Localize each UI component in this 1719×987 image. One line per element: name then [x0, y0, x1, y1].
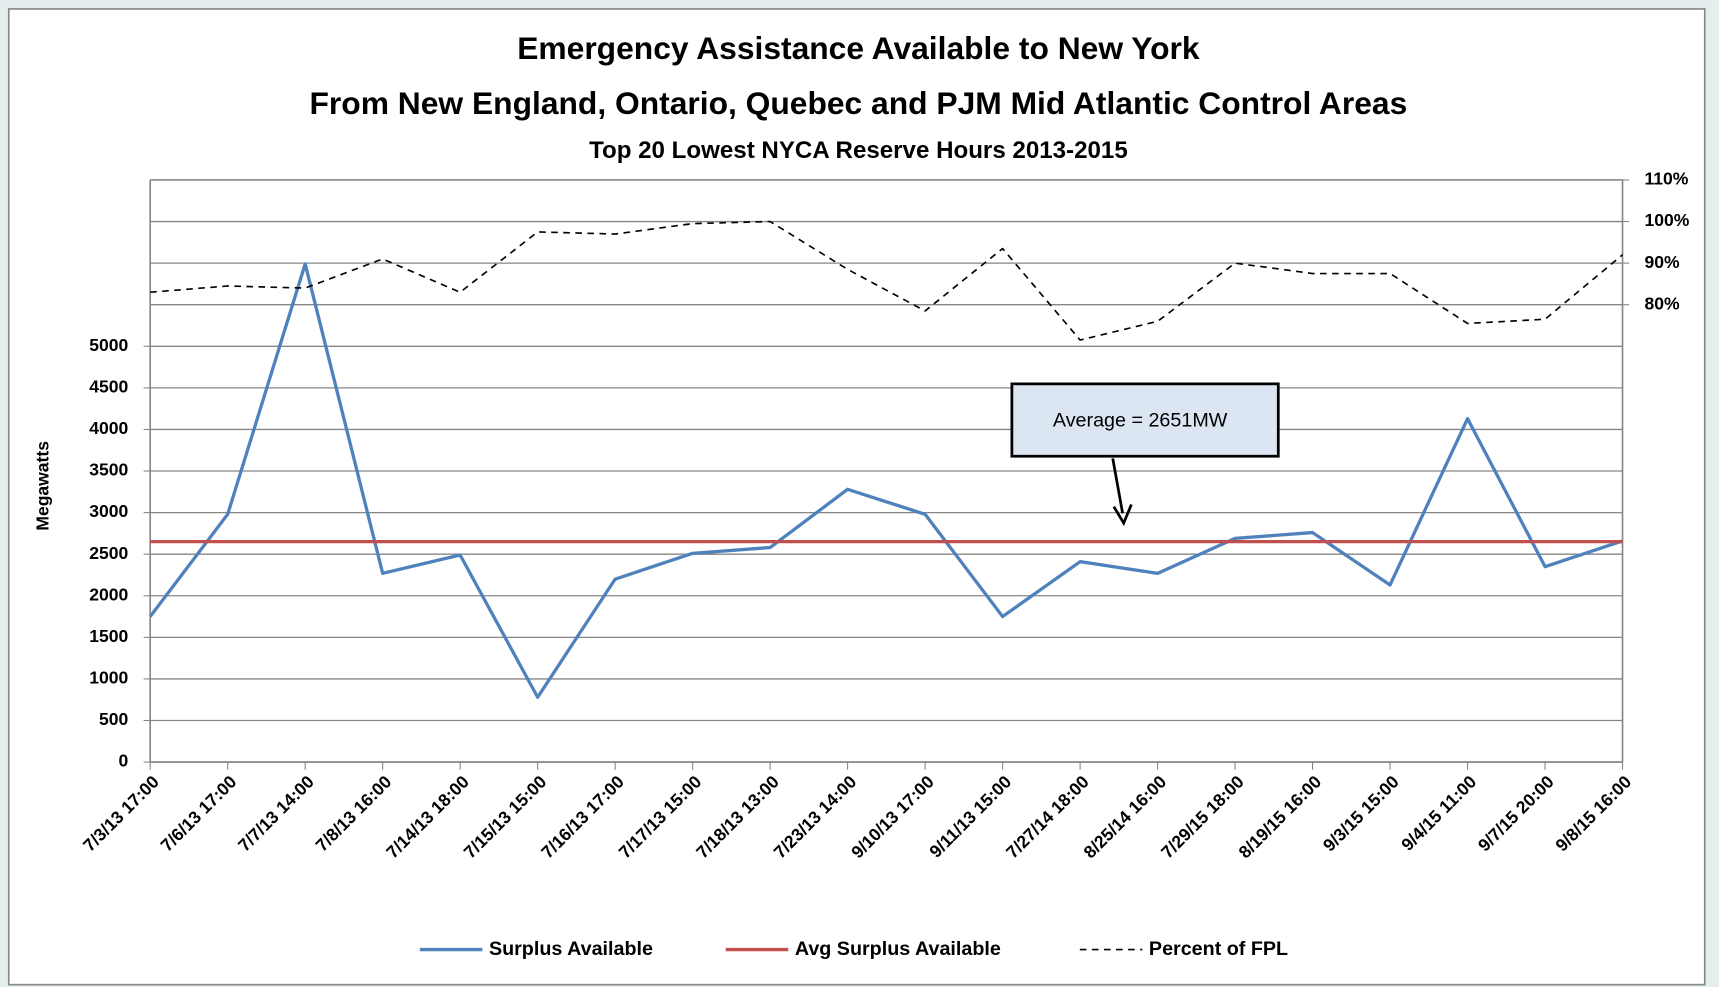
y-tick-label: 500 [99, 709, 129, 729]
chart-title: Emergency Assistance Available to New Yo… [517, 30, 1200, 66]
series-line [148, 262, 1624, 699]
chart-title: From New England, Ontario, Quebec and PJ… [310, 85, 1408, 121]
y-tick-label: 1500 [89, 626, 128, 646]
y2-tick-label: 80% [1644, 293, 1680, 313]
annotation-text: Average = 2651MW [1053, 409, 1228, 431]
y-axis-label: Megawatts [32, 441, 52, 531]
y-tick-label: 4500 [89, 377, 128, 397]
y-tick-label: 3500 [89, 460, 128, 480]
chart-subtitle: Top 20 Lowest NYCA Reserve Hours 2013-20… [589, 137, 1128, 164]
y2-tick-label: 110% [1644, 169, 1688, 189]
y-tick-label: 1000 [89, 668, 128, 688]
y-tick-label: 2500 [89, 543, 128, 563]
y-tick-label: 3000 [89, 501, 128, 521]
legend-label: Percent of FPL [1149, 938, 1288, 960]
y-tick-label: 2000 [89, 584, 128, 604]
y-tick-label: 4000 [89, 418, 128, 438]
annotation-arrowhead [1112, 503, 1133, 527]
y-tick-label: 5000 [89, 335, 128, 355]
annotation-arrow [1111, 458, 1124, 514]
y2-tick-label: 100% [1644, 210, 1689, 230]
y2-tick-label: 90% [1644, 252, 1680, 272]
series-line [150, 220, 1624, 341]
annotation-box [1010, 382, 1280, 458]
legend-label: Surplus Available [489, 938, 653, 960]
chart-area [7, 8, 1706, 986]
y-tick-label: 0 [119, 751, 129, 771]
legend-label: Avg Surplus Available [795, 938, 1001, 960]
